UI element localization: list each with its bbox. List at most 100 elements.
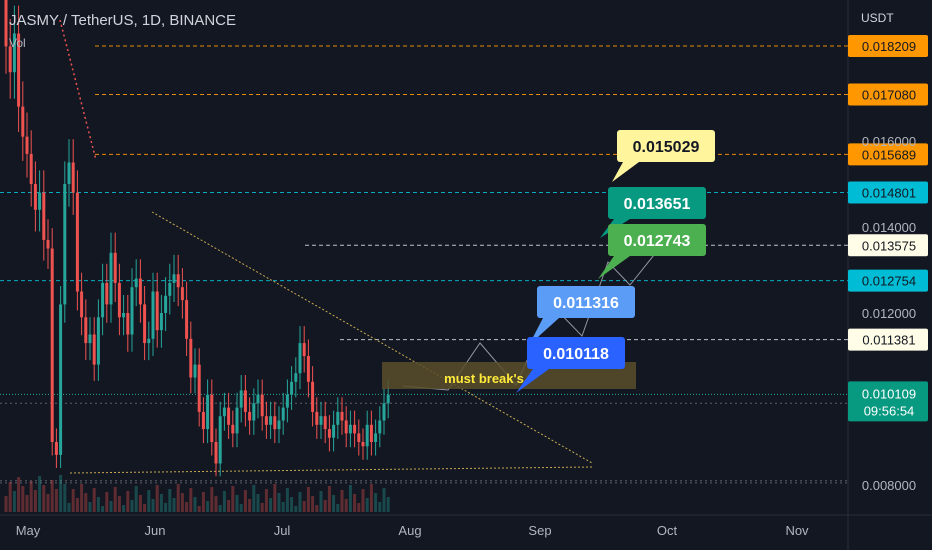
candle-body — [327, 429, 331, 438]
candle-body — [59, 304, 63, 455]
callout-box — [608, 187, 706, 219]
volume-bar — [327, 486, 331, 512]
time-axis-label: Jul — [274, 523, 291, 538]
currency-unit-label: USDT — [861, 11, 894, 25]
candle-body — [176, 274, 180, 288]
candle-body — [197, 364, 201, 412]
price-tick-label: 0.016000 — [862, 134, 916, 149]
candle-body — [252, 403, 256, 421]
candle-body — [71, 162, 75, 193]
level-price-tag — [848, 181, 928, 204]
price-tick-label: 0.012000 — [862, 306, 916, 321]
candle-body — [134, 278, 138, 288]
price-tick-label: 0.014000 — [862, 220, 916, 235]
candle-body — [63, 184, 67, 305]
candle-body — [185, 300, 189, 339]
candle-body — [189, 338, 193, 378]
volume-bar — [151, 499, 155, 512]
volume-bar — [67, 503, 71, 512]
level-price-label: 0.011381 — [862, 333, 915, 348]
candle-body — [21, 106, 25, 137]
volume-bar — [155, 485, 159, 512]
volume-bar — [8, 482, 12, 512]
volume-bar — [336, 504, 340, 512]
callout-label: 0.013651 — [624, 196, 691, 213]
candle-body — [332, 424, 336, 438]
volume-bar — [185, 502, 189, 512]
candle-body — [269, 416, 273, 425]
candle-body — [50, 248, 54, 442]
volume-bar — [214, 496, 218, 512]
callout-pointer — [612, 162, 639, 182]
volume-bar — [239, 504, 243, 512]
callout-label: 0.015029 — [633, 139, 700, 156]
time-axis-label: Nov — [785, 523, 809, 538]
volume-bar — [319, 491, 323, 512]
volume-bar — [290, 497, 294, 512]
volume-bar — [235, 495, 239, 512]
candle-body — [113, 252, 117, 283]
candle-body — [75, 192, 79, 292]
candle-body — [96, 317, 100, 365]
current-price-tag — [848, 381, 928, 422]
time-axis-label: May — [16, 523, 41, 538]
volume-bar — [273, 484, 277, 512]
level-price-label: 0.018209 — [862, 39, 916, 54]
volume-bar — [130, 500, 134, 512]
level-price-label: 0.015689 — [862, 147, 916, 162]
candle-body — [369, 424, 373, 442]
candle-body — [298, 343, 302, 374]
candle-body — [12, 33, 16, 73]
volume-bar — [189, 488, 193, 512]
candle-body — [4, 0, 8, 47]
volume-indicator-label[interactable]: Vol — [9, 36, 26, 50]
time-axis-label: Jun — [145, 523, 166, 538]
candle-body — [239, 390, 243, 408]
candle-body — [109, 252, 113, 305]
volume-bar — [63, 484, 67, 512]
time-axis-label: Sep — [528, 523, 551, 538]
level-price-label: 0.014801 — [862, 186, 916, 201]
level-price-label: 0.017080 — [862, 88, 916, 103]
time-axis-label: Aug — [398, 523, 421, 538]
candle-body — [218, 416, 222, 464]
volume-bar — [369, 484, 373, 512]
candle-body — [323, 416, 327, 430]
candle-body — [105, 282, 109, 305]
volume-bar — [294, 506, 298, 512]
breakout-annotation: must break's — [444, 371, 524, 386]
volume-bar — [340, 490, 344, 512]
candle-body — [285, 394, 289, 408]
candle-body — [231, 424, 235, 434]
volume-bar — [92, 488, 96, 512]
current-price-label: 0.010109 — [862, 386, 916, 401]
candle-body — [101, 282, 105, 318]
volume-bar — [281, 502, 285, 512]
candle-body — [54, 442, 58, 455]
candle-body — [33, 184, 37, 210]
volume-bar — [348, 485, 352, 512]
level-price-label: 0.012754 — [862, 274, 916, 289]
volume-bar — [218, 505, 222, 512]
volume-bar — [84, 493, 88, 512]
volume-bar — [227, 500, 231, 512]
volume-bar — [256, 494, 260, 512]
candle-body — [80, 291, 84, 318]
candle-body — [344, 420, 348, 434]
volume-bar — [361, 489, 365, 512]
volume-bar — [33, 490, 37, 512]
volume-bar — [117, 496, 121, 512]
volume-bar — [243, 490, 247, 512]
symbol-title[interactable]: JASMY / TetherUS, 1D, BINANCE — [9, 12, 237, 29]
candle-body — [243, 390, 247, 412]
volume-bar — [101, 506, 105, 512]
level-price-tag — [848, 234, 928, 257]
volume-bar — [12, 491, 16, 512]
candle-body — [117, 282, 121, 318]
volume-bar — [353, 494, 357, 512]
volume-bar — [4, 496, 8, 512]
support-trendline — [69, 466, 593, 474]
volume-bar — [38, 476, 42, 512]
candle-body — [353, 424, 357, 434]
